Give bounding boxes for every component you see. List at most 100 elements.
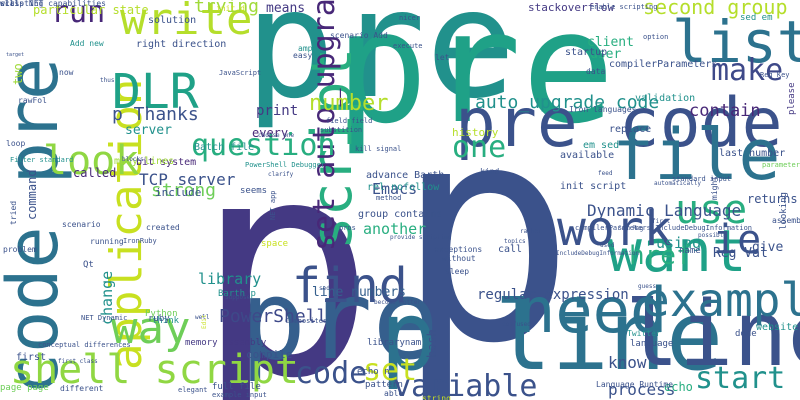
cloud-word: bit system — [136, 157, 197, 168]
cloud-word: solution — [148, 15, 197, 26]
cloud-word: data — [586, 67, 606, 76]
cloud-word: able — [384, 389, 404, 398]
cloud-word: first — [16, 352, 47, 363]
cloud-word: please — [787, 82, 797, 115]
cloud-word: TCP server — [139, 170, 236, 189]
cloud-word: easy — [293, 51, 313, 60]
cloud-word: call — [498, 244, 523, 255]
cloud-word: give — [752, 240, 784, 255]
cloud-word: means — [266, 1, 306, 16]
cloud-word: rel nofollow — [367, 182, 440, 193]
cloud-word: trying — [194, 0, 260, 17]
cloud-word: Twitter — [627, 329, 661, 338]
cloud-word: every — [252, 126, 289, 140]
cloud-word: provide scripting — [390, 234, 452, 241]
cloud-word: method — [376, 194, 402, 202]
cloud-word: bash — [425, 329, 439, 358]
cloud-word: p Thanks — [112, 104, 199, 125]
cloud-word: list — [672, 8, 800, 76]
cloud-word: code — [295, 356, 368, 391]
cloud-word: replace — [609, 124, 652, 135]
cloud-word: kind — [480, 167, 500, 176]
cloud-word: well — [195, 314, 210, 321]
cloud-word: p — [395, 60, 576, 400]
cloud-word: returns — [747, 192, 798, 206]
cloud-word: tried — [9, 200, 18, 225]
cloud-word: string — [422, 394, 451, 400]
cloud-word: pros — [339, 224, 356, 232]
cloud-word: one — [452, 130, 507, 165]
cloud-word: ruby — [148, 314, 170, 324]
cloud-word: topics — [504, 238, 526, 245]
cloud-word: echo n — [357, 367, 390, 377]
cloud-word: include — [155, 186, 202, 199]
cloud-word: name — [679, 246, 701, 256]
cloud-word: amp — [298, 44, 313, 53]
cloud-word: strong — [151, 180, 217, 201]
cloud-word: Batch file — [194, 142, 255, 153]
cloud-word: server — [125, 123, 172, 138]
cloud-word: conceptual differences — [38, 341, 131, 349]
cloud-word: Suppose — [225, 294, 251, 301]
cloud-word: particular state — [33, 3, 149, 17]
cloud-word: different — [60, 384, 104, 393]
cloud-word: set — [363, 353, 418, 388]
cloud-word: IncludeDebugInformation — [556, 250, 640, 257]
cloud-word: another — [363, 220, 427, 238]
cloud-word: parameter — [762, 161, 800, 169]
cloud-word: blocks — [122, 156, 144, 163]
cloud-word: find — [292, 258, 408, 314]
cloud-word: JavaScript — [219, 69, 262, 77]
cloud-word: sed em — [740, 13, 773, 23]
cloud-word: pattern — [365, 380, 403, 390]
cloud-word: look — [43, 138, 140, 184]
cloud-word: example — [642, 273, 800, 327]
cloud-word: pre — [245, 0, 516, 132]
cloud-word: Reg Key — [760, 71, 790, 79]
cloud-word: possible — [698, 232, 727, 239]
cloud-word: website — [756, 322, 799, 333]
cloud-word: DLR — [112, 64, 199, 120]
cloud-word: pre — [335, 0, 615, 158]
cloud-word: way — [111, 303, 191, 354]
cloud-word: second group — [643, 0, 788, 19]
cloud-word: line — [625, 282, 800, 387]
cloud-word: stackoverflow — [528, 1, 615, 14]
cloud-word: space — [261, 239, 289, 249]
cloud-word: know — [608, 353, 647, 372]
cloud-word: Composites — [285, 317, 328, 325]
cloud-word: Iron languages — [569, 105, 637, 114]
cloud-word: PowerShell — [219, 306, 328, 327]
cloud-word: Filter standard — [10, 156, 74, 164]
cloud-word: scenario — [62, 220, 101, 229]
cloud-word: field field — [326, 117, 373, 125]
cloud-word: nicer — [399, 14, 421, 22]
cloud-word: kill signal — [355, 145, 402, 153]
cloud-word: memory assembly — [185, 338, 267, 348]
cloud-word: Add new — [70, 39, 104, 48]
cloud-word: regular expression — [477, 287, 629, 303]
cloud-word: now — [59, 68, 74, 77]
cloud-word: NET app — [269, 190, 277, 220]
cloud-word: Dynamic Language — [587, 201, 742, 220]
cloud-word: pre code — [455, 84, 783, 163]
cloud-word: elegant — [178, 386, 208, 394]
cloud-word: Qt — [83, 260, 94, 270]
cloud-word: seems — [240, 186, 268, 196]
cloud-word: PowerShell Debugger — [245, 161, 326, 169]
cloud-word: clarify — [268, 171, 294, 178]
cloud-word: full file — [212, 382, 261, 392]
cloud-word: enable scripting — [590, 3, 658, 11]
cloud-word: run — [51, 0, 106, 30]
cloud-word: many lines — [114, 156, 175, 167]
cloud-word: Python — [145, 309, 178, 319]
cloud-word: exceptions — [434, 245, 483, 254]
cloud-word: become hotter — [374, 299, 421, 306]
cloud-word: start — [695, 361, 786, 396]
cloud-word: ie — [713, 217, 762, 263]
cloud-word: write — [120, 0, 253, 45]
cloud-word: execute — [393, 42, 423, 50]
cloud-word: sleep — [445, 267, 470, 276]
cloud-word: need — [518, 274, 668, 347]
